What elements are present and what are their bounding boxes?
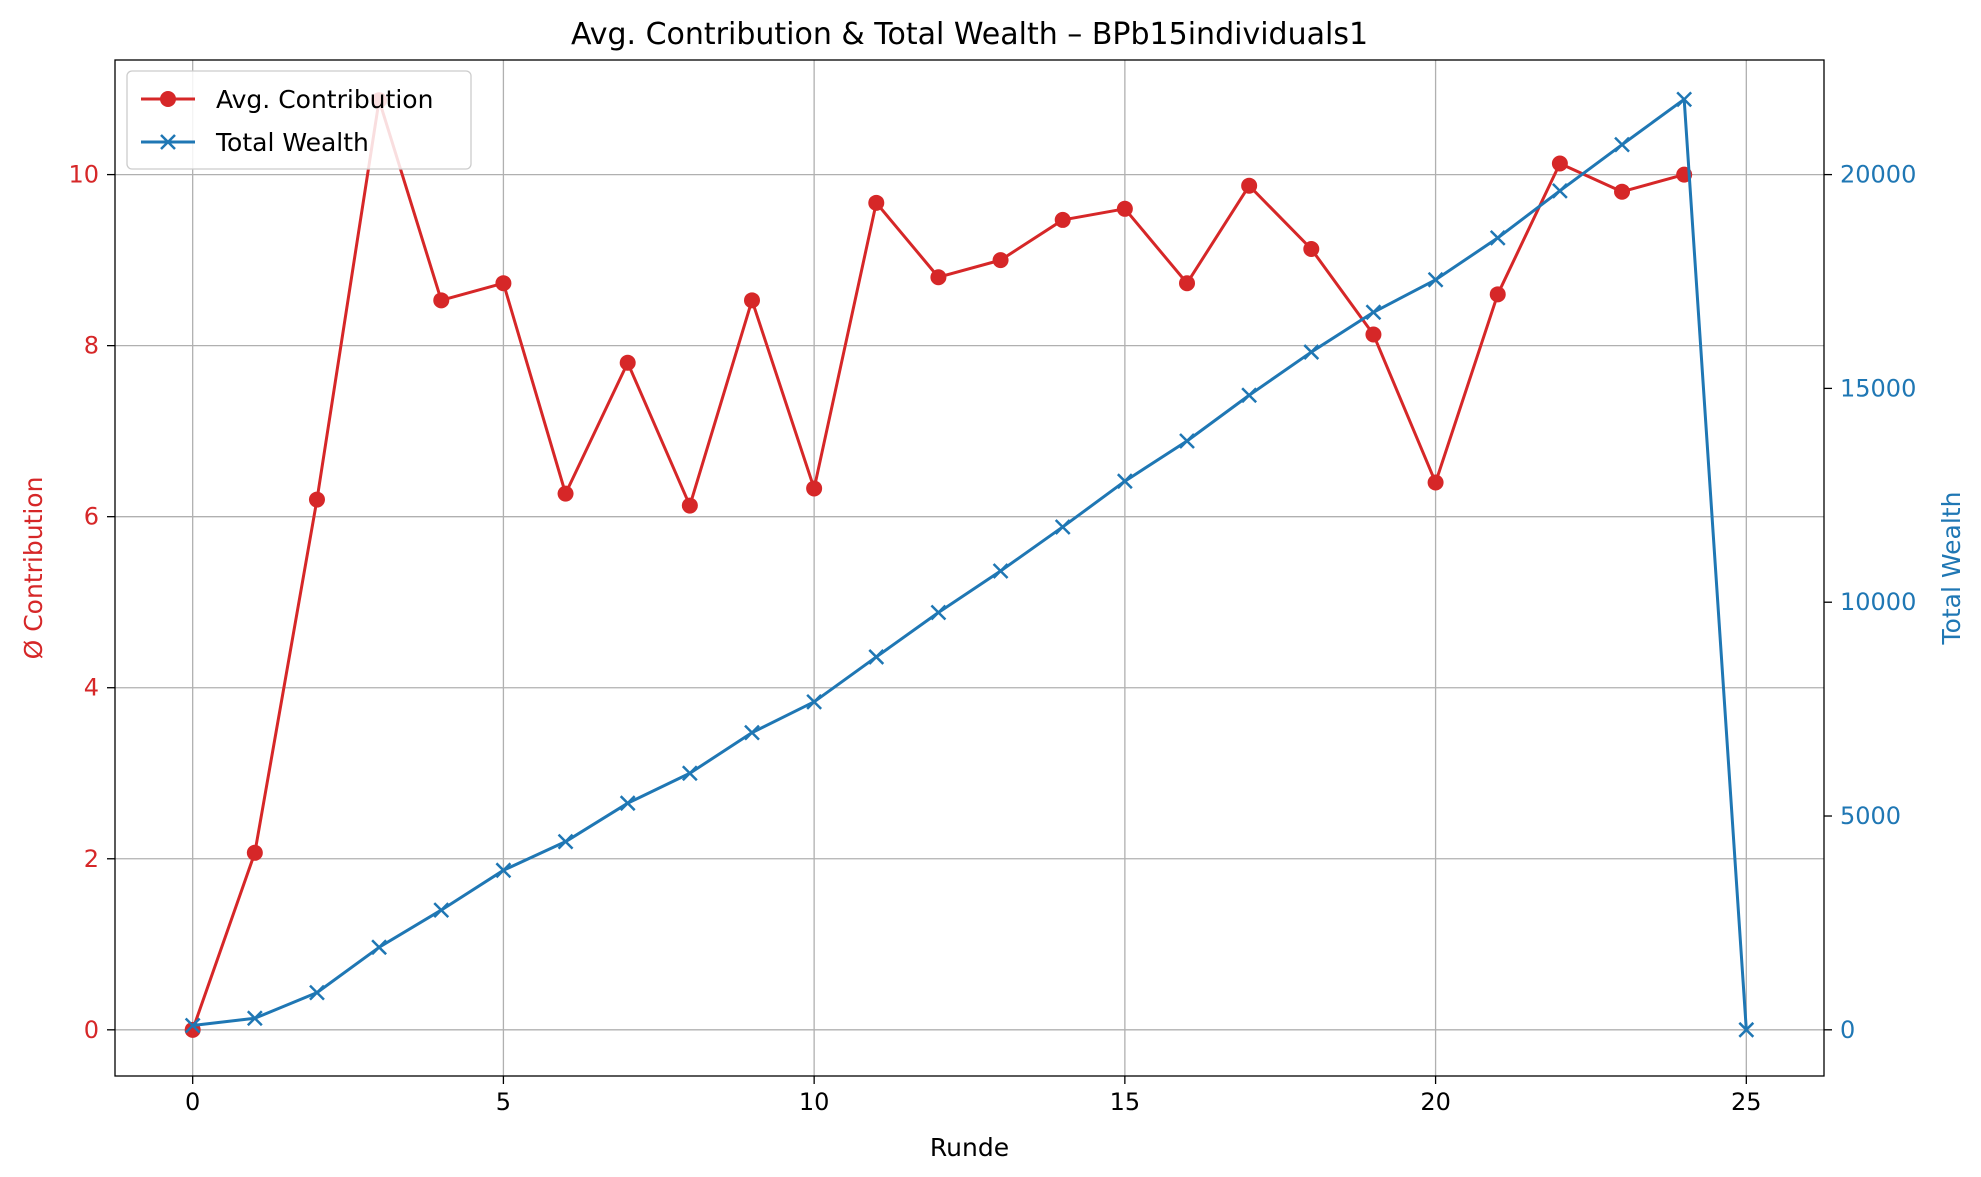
y-left-tick-label: 8 [84, 332, 99, 360]
y-right-tick-label: 10000 [1840, 588, 1916, 616]
avg-contribution-point [619, 354, 636, 371]
total-wealth-line [192, 97, 1748, 1030]
avg-contribution-point [1241, 177, 1258, 194]
total-wealth-point [1738, 1021, 1755, 1038]
total-wealth-point [930, 604, 947, 621]
x-axis-label: Runde [930, 1133, 1009, 1162]
avg-contribution-point [743, 292, 760, 309]
legend-marker [160, 134, 176, 150]
x-tick-label: 0 [185, 1088, 200, 1116]
total-wealth-point [744, 724, 760, 741]
y-left-axis-label: Ø Contribution [19, 477, 48, 660]
avg-contribution-point [1116, 200, 1133, 217]
avg-contribution-point [992, 252, 1009, 269]
avg-contribution-point [1365, 326, 1382, 343]
ticks: 0 5 10 15 20 25 0 2 4 6 8 10 0 5000 10000 15000 20000 [68, 161, 1916, 1116]
series-layer [184, 91, 1755, 1038]
total-wealth-point [184, 1017, 201, 1034]
avg-contribution-point [1427, 474, 1444, 491]
total-wealth-point [433, 902, 450, 918]
total-wealth-point [868, 649, 885, 665]
x-tick-label: 15 [1110, 1088, 1141, 1116]
avg-contribution-point [1614, 183, 1631, 200]
total-wealth-point [806, 693, 823, 710]
avg-contribution-point [1179, 275, 1196, 292]
y-left-tick-label: 4 [84, 674, 99, 702]
legend-label: Total Wealth [215, 128, 369, 157]
legend-marker [160, 91, 176, 107]
total-wealth-point [1489, 230, 1506, 246]
avg-contribution-point [308, 491, 325, 508]
avg-contribution-point [930, 269, 947, 286]
total-wealth-point [992, 563, 1009, 579]
x-tick-label: 5 [496, 1088, 511, 1116]
avg-contribution-point [681, 497, 698, 514]
total-wealth-point [1614, 136, 1630, 153]
total-wealth-point [1365, 304, 1382, 321]
y-right-tick-label: 0 [1840, 1016, 1855, 1044]
total-wealth-point [1551, 182, 1568, 199]
axes-frame [114, 59, 1825, 1077]
total-wealth-point [1427, 271, 1444, 288]
total-wealth-point [1676, 91, 1693, 108]
avg-contribution-point [433, 292, 450, 309]
x-tick-label: 10 [799, 1088, 830, 1116]
avg-contribution-point [1551, 155, 1568, 172]
y-right-tick-label: 20000 [1840, 161, 1916, 189]
avg-contribution-point [868, 194, 885, 211]
y-left-tick-label: 6 [84, 503, 99, 531]
y-left-tick-label: 0 [84, 1016, 99, 1044]
avg-contribution-point [1303, 241, 1320, 258]
x-tick-label: 20 [1420, 1088, 1451, 1116]
total-wealth-point [246, 1010, 263, 1027]
total-wealth-point [309, 984, 325, 1001]
avg-contribution-point [557, 485, 574, 502]
avg-contribution-point [1054, 211, 1071, 228]
total-wealth-point [495, 862, 512, 879]
legend-box [126, 70, 472, 170]
grid [115, 60, 1824, 1076]
y-right-tick-label: 5000 [1840, 802, 1901, 830]
avg-contribution-point [246, 844, 263, 861]
legend-label: Avg. Contribution [216, 85, 433, 114]
total-wealth-point [371, 939, 388, 956]
legend: Avg. Contribution Total Wealth [126, 70, 472, 170]
avg-contribution-point [495, 275, 512, 292]
total-wealth-point [1303, 344, 1320, 360]
total-wealth-point [557, 833, 574, 850]
total-wealth-point [619, 795, 636, 812]
y-right-tick-label: 15000 [1840, 374, 1916, 402]
y-right-axis-label: Total Wealth [1937, 492, 1966, 646]
total-wealth-point [1241, 387, 1258, 404]
avg-contribution-point [1489, 286, 1506, 303]
total-wealth-point [1116, 473, 1133, 490]
x-tick-label: 25 [1731, 1088, 1762, 1116]
total-wealth-point [681, 765, 698, 782]
total-wealth-point [1054, 519, 1071, 535]
total-wealth-point [1179, 433, 1195, 449]
y-left-tick-label: 2 [84, 845, 99, 873]
avg-contribution-point [806, 480, 823, 497]
y-left-tick-label: 10 [68, 161, 99, 189]
chart-title: Avg. Contribution & Total Wealth – BPb15… [571, 17, 1368, 52]
